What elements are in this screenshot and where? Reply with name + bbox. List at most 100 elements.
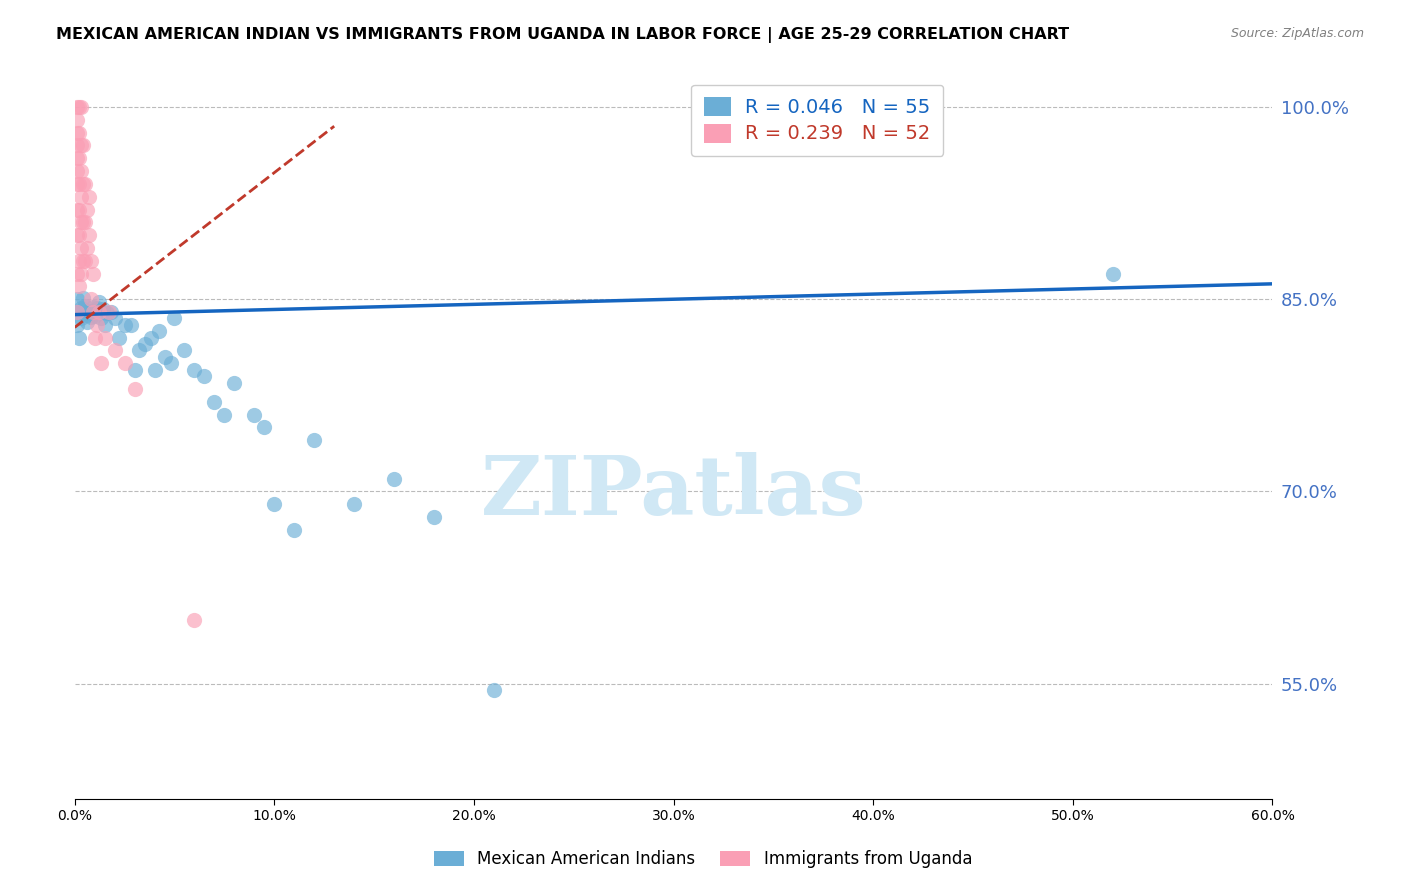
Point — [66, 228, 89, 243]
Text: Source: ZipAtlas.com: Source: ZipAtlas.com — [1230, 27, 1364, 40]
Point — [204, 394, 226, 409]
Point — [82, 305, 104, 319]
Point — [77, 189, 100, 203]
Point — [124, 382, 146, 396]
Point — [183, 362, 205, 376]
Point — [214, 408, 236, 422]
Point — [153, 350, 176, 364]
Point — [96, 306, 118, 320]
Point — [823, 112, 845, 127]
Point — [93, 318, 115, 332]
Point — [67, 331, 90, 345]
Point — [86, 301, 108, 316]
Point — [66, 267, 89, 281]
Point — [66, 164, 89, 178]
Point — [67, 126, 90, 140]
Text: MEXICAN AMERICAN INDIAN VS IMMIGRANTS FROM UGANDA IN LABOR FORCE | AGE 25-29 COR: MEXICAN AMERICAN INDIAN VS IMMIGRANTS FR… — [56, 27, 1070, 43]
Point — [83, 331, 105, 345]
Point — [76, 202, 98, 217]
Point — [86, 318, 108, 332]
Point — [67, 305, 90, 319]
Point — [128, 343, 150, 358]
Text: ZIPatlas: ZIPatlas — [481, 452, 866, 533]
Point — [73, 306, 96, 320]
Point — [90, 311, 112, 326]
Point — [73, 215, 96, 229]
Point — [922, 112, 945, 127]
Point — [66, 305, 89, 319]
Point — [66, 138, 89, 153]
Point — [66, 151, 89, 165]
Point — [79, 292, 101, 306]
Point — [69, 138, 91, 153]
Point — [283, 523, 305, 537]
Point — [77, 228, 100, 243]
Point — [82, 300, 104, 314]
Point — [76, 308, 98, 322]
Point — [69, 100, 91, 114]
Point — [159, 356, 181, 370]
Point — [66, 318, 89, 332]
Point — [87, 305, 110, 319]
Point — [87, 294, 110, 309]
Legend: R = 0.046   N = 55, R = 0.239   N = 52: R = 0.046 N = 55, R = 0.239 N = 52 — [692, 85, 943, 156]
Point — [67, 100, 90, 114]
Point — [67, 279, 90, 293]
Point — [66, 292, 89, 306]
Point — [67, 151, 90, 165]
Point — [69, 189, 91, 203]
Point — [139, 331, 162, 345]
Point — [382, 472, 405, 486]
Point — [193, 369, 215, 384]
Point — [243, 408, 266, 422]
Point — [82, 267, 104, 281]
Point — [73, 177, 96, 191]
Point — [76, 315, 98, 329]
Point — [69, 164, 91, 178]
Point — [77, 303, 100, 318]
Point — [114, 318, 136, 332]
Point — [224, 376, 246, 390]
Point — [343, 497, 366, 511]
Point — [72, 215, 94, 229]
Point — [76, 241, 98, 255]
Point — [67, 228, 90, 243]
Point — [423, 510, 446, 524]
Point — [79, 310, 101, 325]
Point — [66, 126, 89, 140]
Point — [73, 253, 96, 268]
Point — [72, 302, 94, 317]
Point — [90, 356, 112, 370]
Point — [124, 362, 146, 376]
Point — [69, 311, 91, 326]
Point — [173, 343, 195, 358]
Point — [104, 311, 127, 326]
Point — [1101, 267, 1123, 281]
Point — [66, 100, 89, 114]
Point — [72, 177, 94, 191]
Point — [79, 253, 101, 268]
Point — [163, 311, 186, 326]
Point — [72, 138, 94, 153]
Point — [134, 337, 156, 351]
Point — [69, 215, 91, 229]
Point — [104, 343, 127, 358]
Point — [69, 241, 91, 255]
Point — [69, 267, 91, 281]
Point — [253, 420, 276, 434]
Point — [114, 356, 136, 370]
Point — [72, 291, 94, 305]
Point — [72, 253, 94, 268]
Point — [83, 309, 105, 323]
Point — [67, 202, 90, 217]
Point — [97, 305, 120, 319]
Point — [120, 318, 142, 332]
Point — [107, 331, 129, 345]
Point — [67, 177, 90, 191]
Point — [148, 324, 170, 338]
Point — [66, 202, 89, 217]
Point — [183, 613, 205, 627]
Point — [66, 177, 89, 191]
Point — [91, 302, 114, 317]
Point — [482, 683, 505, 698]
